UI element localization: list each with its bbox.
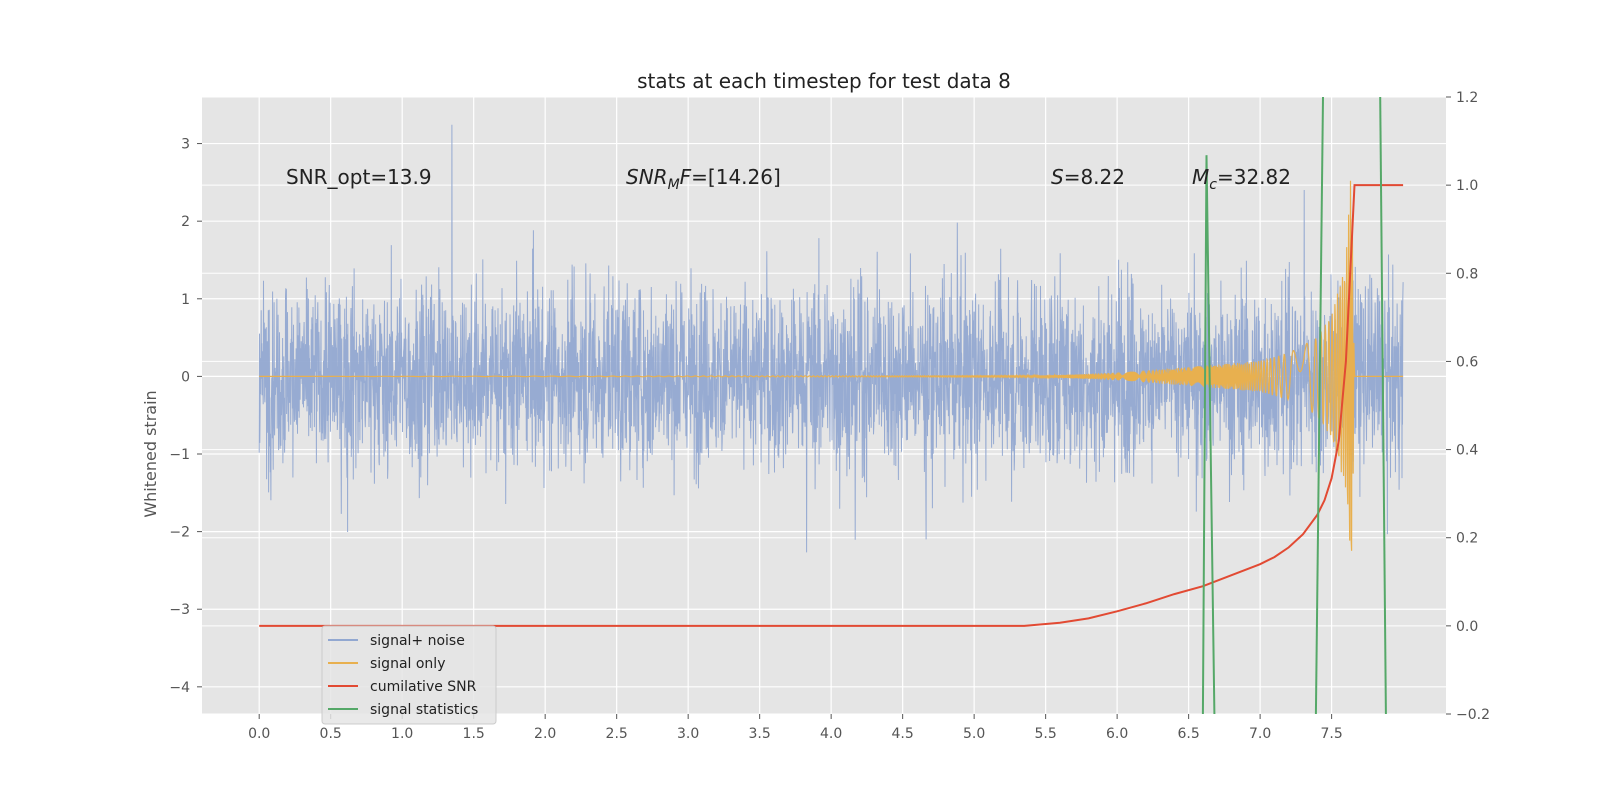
x-tick-label: 3.5 <box>749 726 771 742</box>
y2-tick-label: 1.2 <box>1456 90 1478 106</box>
signal-statistics-line <box>1314 96 1324 715</box>
annotation-snr-opt: SNR_opt=13.9 <box>286 165 432 189</box>
annotation-s: S=8.22 <box>1051 165 1125 189</box>
y-tick-label: 0 <box>181 369 190 385</box>
y-tick-label: −2 <box>169 525 190 541</box>
signal-only-series <box>259 180 1404 551</box>
legend: signal+ noise signal only cumilative SNR… <box>321 625 497 725</box>
x-tick-label: 2.0 <box>534 726 556 742</box>
cumulative-snr-line <box>259 184 1404 627</box>
legend-label-signal-statistics: signal statistics <box>370 702 478 718</box>
snr-mf-main: SNR <box>626 165 668 189</box>
x-tick-label: 2.5 <box>606 726 628 742</box>
signal-noise-series <box>258 124 1404 553</box>
snr-mf-rest: F <box>680 165 692 189</box>
snr-mf-value: =[14.26] <box>691 165 781 189</box>
cumulative-snr-series <box>259 184 1404 627</box>
mc-sub: c <box>1209 177 1217 193</box>
s-value: =8.22 <box>1064 165 1125 189</box>
x-tick-label: 0.5 <box>320 726 342 742</box>
annotation-mc: Mc=32.82 <box>1192 165 1291 193</box>
x-tick-label: 7.0 <box>1249 726 1271 742</box>
x-tick-label: 1.0 <box>391 726 413 742</box>
signal-statistics-line <box>1379 96 1387 715</box>
snr-mf-sub: M <box>668 177 680 193</box>
signal-statistics-line <box>1201 155 1216 715</box>
signal-noise-line <box>258 124 1404 553</box>
y2-tick-label: −0.2 <box>1456 707 1490 723</box>
chart-title: stats at each timestep for test data 8 <box>637 69 1011 93</box>
y2-tick-label: 1.0 <box>1456 178 1478 194</box>
mc-main: M <box>1192 165 1209 189</box>
legend-label-signal-noise: signal+ noise <box>370 633 465 649</box>
x-tick-label: 3.0 <box>677 726 699 742</box>
legend-label-cumulative-snr: cumilative SNR <box>370 679 477 695</box>
y-tick-label: −1 <box>169 447 190 463</box>
y-axis-left: 3 2 1 0 −1 −2 −3 −4 <box>169 137 202 696</box>
y-axis-right: 1.2 1.0 0.8 0.6 0.4 0.2 0.0 −0.2 <box>1446 90 1490 723</box>
y2-tick-label: 0.4 <box>1456 443 1478 459</box>
x-tick-label: 4.5 <box>892 726 914 742</box>
x-tick-label: 6.5 <box>1177 726 1199 742</box>
x-tick-label: 5.5 <box>1034 726 1056 742</box>
annotation-snr-mf: SNRMF=[14.26] <box>626 165 781 193</box>
mc-value: =32.82 <box>1217 165 1291 189</box>
y2-tick-label: 0.2 <box>1456 531 1478 547</box>
legend-label-signal-only: signal only <box>370 656 445 672</box>
y2-tick-label: 0.0 <box>1456 619 1478 635</box>
y-tick-label: −3 <box>169 602 190 618</box>
x-axis: 0.0 0.5 1.0 1.5 2.0 2.5 3.0 3.5 4.0 4.5 5.0 5.5 6.0 6… <box>248 714 1343 742</box>
y-tick-label: −4 <box>169 680 190 696</box>
y-tick-label: 1 <box>181 292 190 308</box>
y-axis-label: Whitened strain <box>141 390 160 517</box>
x-tick-label: 0.0 <box>248 726 270 742</box>
signal-statistics-series <box>1201 96 1387 715</box>
y2-tick-label: 0.6 <box>1456 354 1478 370</box>
x-tick-label: 1.5 <box>463 726 485 742</box>
y-tick-label: 3 <box>181 137 190 153</box>
legend-box <box>321 625 497 725</box>
y2-tick-label: 0.8 <box>1456 266 1478 282</box>
x-tick-label: 4.0 <box>820 726 842 742</box>
y-tick-label: 2 <box>181 214 190 230</box>
signal-only-line <box>259 180 1404 551</box>
x-tick-label: 7.5 <box>1320 726 1342 742</box>
x-tick-label: 5.0 <box>963 726 985 742</box>
s-symbol: S <box>1051 165 1064 189</box>
x-tick-label: 6.0 <box>1106 726 1128 742</box>
